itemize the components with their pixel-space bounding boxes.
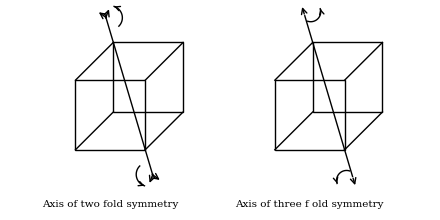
Text: Axis of three f old symmetry: Axis of three f old symmetry: [235, 200, 384, 209]
Text: Axis of two fold symmetry: Axis of two fold symmetry: [42, 200, 179, 209]
